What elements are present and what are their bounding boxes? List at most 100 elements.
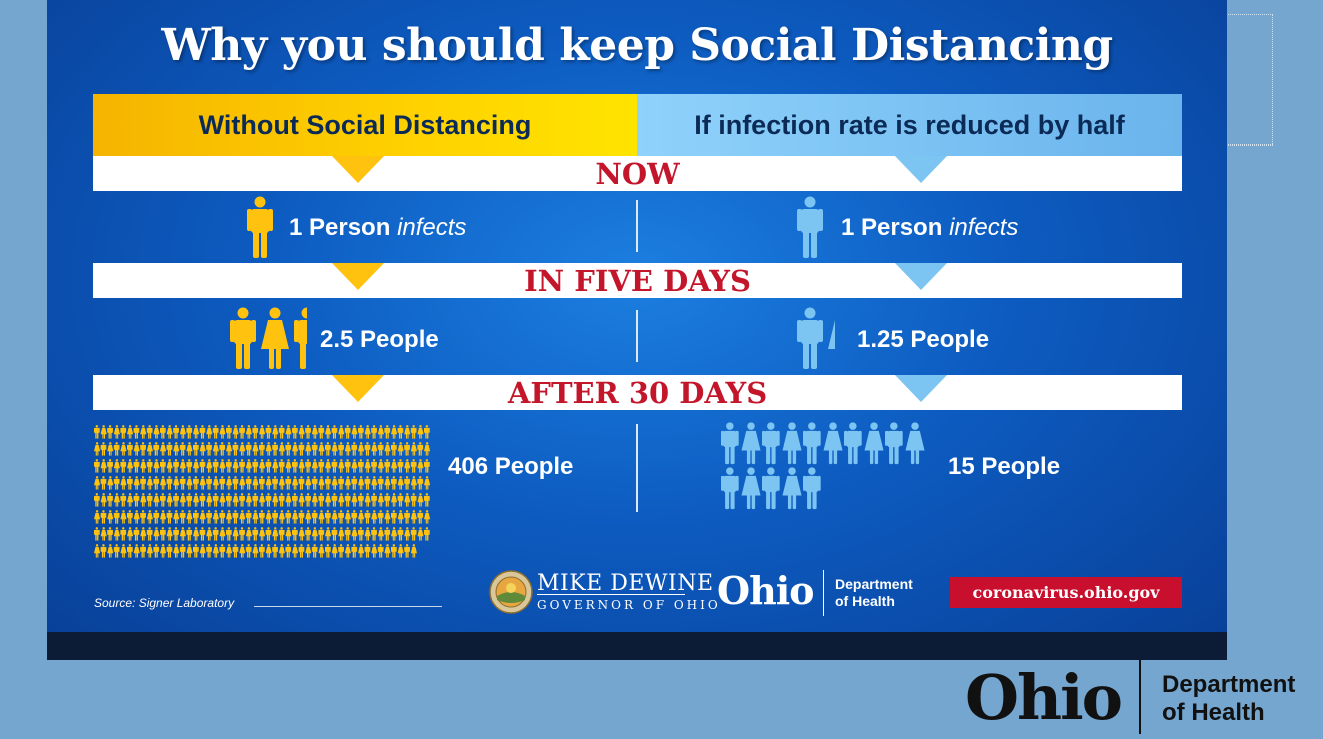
person-icon — [153, 459, 160, 473]
person-icon — [358, 476, 365, 490]
person-icon — [278, 527, 285, 541]
person-icon — [113, 476, 120, 490]
person-icon — [351, 544, 358, 558]
person-icon — [325, 476, 331, 490]
person-icon — [351, 459, 358, 473]
person-icon — [424, 425, 430, 439]
person-icon — [797, 307, 823, 369]
website-badge[interactable]: coronavirus.ohio.gov — [950, 577, 1182, 608]
stage-label-five-days: IN FIVE DAYS — [524, 263, 751, 298]
person-icon — [179, 459, 186, 473]
person-icon — [206, 442, 212, 456]
person-icon — [272, 527, 279, 541]
person-icon — [278, 544, 285, 558]
person-icon — [358, 425, 364, 439]
person-icon — [127, 425, 134, 439]
person-icon — [885, 422, 903, 465]
person-icon — [179, 476, 186, 490]
person-icon — [311, 442, 318, 456]
person-icon — [100, 493, 107, 507]
person-icon — [206, 544, 212, 558]
person-icon — [305, 527, 311, 541]
person-icon — [344, 476, 351, 490]
person-icon — [206, 527, 213, 541]
person-icon — [384, 527, 391, 541]
person-icon — [762, 422, 780, 465]
person-icon — [212, 544, 219, 558]
header-without-distancing: Without Social Distancing — [93, 94, 637, 156]
person-icon — [325, 442, 331, 456]
person-icon — [377, 425, 384, 439]
person-icon — [146, 527, 153, 541]
person-icon — [226, 544, 233, 558]
person-icon — [384, 425, 391, 439]
ohio-logo-corner: Ohio — [965, 661, 1123, 734]
person-icon — [212, 493, 219, 507]
person-icon — [219, 493, 226, 507]
person-icon — [245, 510, 252, 524]
person-icon — [133, 425, 140, 439]
person-icon — [160, 493, 166, 507]
person-icon — [107, 544, 114, 558]
person-icon — [259, 425, 266, 439]
person-icon — [331, 493, 338, 507]
person-icon — [179, 425, 186, 439]
person-icon — [371, 425, 377, 439]
person-icon — [272, 442, 278, 456]
person-icon — [133, 493, 140, 507]
person-icon — [351, 476, 358, 490]
person-icon — [186, 544, 193, 558]
person-icon — [153, 493, 160, 507]
person-icon — [230, 307, 256, 369]
person-icon — [397, 476, 404, 490]
person-icon — [364, 459, 371, 473]
person-icon — [193, 442, 199, 456]
person-icon — [404, 493, 411, 507]
person-icon — [797, 196, 823, 258]
person-icon — [384, 510, 391, 524]
person-icon — [94, 425, 100, 439]
person-icon — [94, 527, 100, 541]
person-icon — [252, 459, 259, 473]
person-icon — [259, 493, 266, 507]
person-icon — [358, 510, 365, 524]
yellow-pointer-icon — [332, 375, 384, 402]
person-icon — [397, 459, 404, 473]
person-icon — [358, 544, 365, 558]
person-icon — [94, 510, 101, 524]
person-icon — [186, 459, 193, 473]
governor-name: MIKE DEWINE — [537, 571, 714, 596]
person-icon — [338, 425, 345, 439]
corner-logo-separator — [1139, 660, 1141, 734]
person-icon — [265, 425, 272, 439]
person-icon — [140, 425, 147, 439]
five-days-right-stat: 1.25 People — [857, 326, 990, 353]
person-icon — [344, 459, 351, 473]
person-icon — [239, 425, 245, 439]
person-icon — [153, 442, 160, 456]
person-icon — [371, 527, 377, 541]
header-reduced-rate: If infection rate is reduced by half — [637, 94, 1182, 156]
person-icon — [146, 459, 153, 473]
person-icon — [358, 459, 364, 473]
person-icon — [285, 425, 292, 439]
person-icon — [325, 527, 332, 541]
person-icon — [391, 476, 397, 490]
person-icon — [206, 510, 212, 524]
person-icon — [100, 510, 107, 524]
person-icon — [226, 493, 232, 507]
person-icon — [193, 493, 200, 507]
person-icon — [232, 425, 239, 439]
person-icon — [261, 307, 289, 369]
person-icon — [107, 493, 113, 507]
person-icon — [226, 459, 232, 473]
person-icon — [173, 510, 180, 524]
person-icon — [245, 476, 252, 490]
infographic-slide[interactable]: Why you should keep Social Distancing Wi… — [47, 0, 1227, 660]
person-icon — [318, 527, 325, 541]
person-icon — [199, 493, 206, 507]
person-icon — [239, 544, 246, 558]
person-icon — [318, 442, 325, 456]
person-icon — [298, 493, 305, 507]
person-icon — [298, 425, 305, 439]
